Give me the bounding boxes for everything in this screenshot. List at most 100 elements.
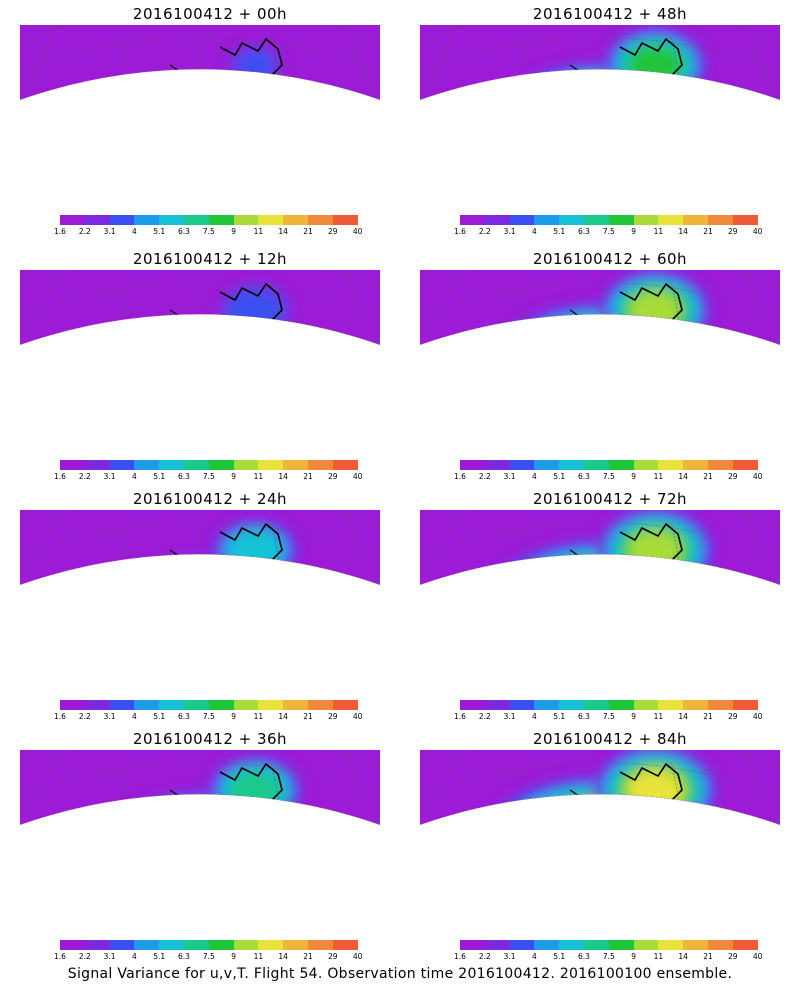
colorbar-swatch bbox=[460, 215, 485, 225]
colorbar-tick-label: 3.1 bbox=[103, 227, 116, 236]
colorbar-tick-label: 4 bbox=[532, 712, 537, 721]
colorbar-labels: 1.6 2.2 3.1 4 5.1 6.3 7.5 9 11 14 21 29 40 bbox=[54, 952, 362, 962]
colorbar-swatch bbox=[208, 940, 234, 950]
colorbar-tick-label: 6.3 bbox=[178, 472, 190, 481]
colorbar-tick-label: 11 bbox=[653, 712, 664, 721]
colorbar-tick-label: 11 bbox=[253, 227, 264, 236]
colorbar-swatch bbox=[707, 215, 733, 225]
colorbar-tick-label: 5.1 bbox=[153, 472, 166, 481]
coastline bbox=[169, 309, 247, 353]
colorbar-swatch bbox=[159, 215, 184, 225]
colorbar-swatch bbox=[559, 215, 584, 225]
coastline bbox=[169, 64, 247, 108]
colorbar-tick-label: 21 bbox=[703, 712, 713, 721]
colorbar-labels: 1.6 2.2 3.1 4 5.1 6.3 7.5 9 11 14 21 29 40 bbox=[454, 952, 762, 962]
colorbar-tick-label: 21 bbox=[303, 712, 313, 721]
colorbar-swatch bbox=[683, 940, 708, 950]
colorbar-tick-label: 4 bbox=[132, 227, 137, 236]
colorbar-tick-label: 9 bbox=[631, 712, 636, 721]
colorbar-labels: 1.6 2.2 3.1 4 5.1 6.3 7.5 9 11 14 21 29 40 bbox=[54, 712, 362, 722]
colorbar-tick-label: 3.1 bbox=[103, 952, 116, 961]
colorbar-swatch bbox=[183, 940, 209, 950]
colorbar-tick-label: 1.6 bbox=[454, 952, 466, 961]
colorbar-tick-label: 6.3 bbox=[178, 712, 190, 721]
colorbar-tick-label: 4 bbox=[532, 472, 537, 481]
colorbar-swatch bbox=[84, 460, 110, 470]
colorbar-swatch bbox=[233, 460, 259, 470]
colorbar-swatch bbox=[283, 940, 308, 950]
colorbar-tick-label: 1.6 bbox=[54, 227, 66, 236]
colorbar-tick-label: 40 bbox=[752, 227, 763, 236]
variance-map bbox=[420, 270, 780, 395]
colorbar-tick-label: 9 bbox=[231, 227, 236, 236]
variance-map bbox=[20, 750, 380, 875]
panel-title: 2016100412 + 72h bbox=[532, 490, 688, 508]
colorbar-tick-label: 5.1 bbox=[553, 472, 566, 481]
colorbar-swatch bbox=[559, 940, 584, 950]
colorbar-swatch bbox=[159, 460, 184, 470]
colorbar-tick-label: 29 bbox=[728, 952, 738, 961]
colorbar-swatch bbox=[159, 700, 184, 710]
colorbar-swatch bbox=[332, 460, 358, 470]
colorbar-swatch bbox=[60, 940, 85, 950]
colorbar-swatch bbox=[332, 940, 358, 950]
colorbar-tick-label: 14 bbox=[278, 712, 288, 721]
forecast-panel-p48: 2016100412 + 48h 1.6 2.2 3.1 4 5.1 6.3 7.5 9 11 14… bbox=[420, 5, 800, 236]
colorbar-swatch bbox=[583, 700, 609, 710]
colorbar-tick-label: 29 bbox=[728, 227, 738, 236]
colorbar-swatch bbox=[258, 460, 284, 470]
forecast-panel-p24: 2016100412 + 24h 1.6 2.2 3.1 4 5.1 6.3 7.5 9 11 14… bbox=[20, 490, 400, 722]
colorbar-swatch bbox=[84, 700, 110, 710]
colorbar-tick-label: 40 bbox=[352, 952, 363, 961]
colorbar-swatch bbox=[283, 460, 308, 470]
colorbar-swatch bbox=[583, 460, 609, 470]
colorbar-swatch bbox=[633, 460, 659, 470]
colorbar-tick-label: 4 bbox=[132, 952, 137, 961]
colorbar-labels: 1.6 2.2 3.1 4 5.1 6.3 7.5 9 11 14 21 29 40 bbox=[54, 227, 362, 237]
colorbar-tick-label: 6.3 bbox=[178, 952, 190, 961]
colorbar-swatch bbox=[460, 460, 485, 470]
colorbar-swatch bbox=[183, 460, 209, 470]
colorbar-swatch bbox=[683, 700, 708, 710]
colorbar-tick-label: 2.2 bbox=[478, 712, 491, 721]
colorbar-tick-label: 29 bbox=[328, 227, 338, 236]
colorbar-swatch bbox=[84, 215, 110, 225]
colorbar-tick-label: 14 bbox=[278, 227, 288, 236]
colorbar-tick-label: 5.1 bbox=[553, 952, 566, 961]
forecast-panel-p36: 2016100412 + 36h 1.6 2.2 3.1 4 5.1 6.3 7.5 9 11 14… bbox=[20, 730, 400, 962]
colorbar-labels: 1.6 2.2 3.1 4 5.1 6.3 7.5 9 11 14 21 29 40 bbox=[454, 712, 762, 722]
colorbar-tick-label: 40 bbox=[352, 712, 363, 721]
colorbar-tick-label: 3.1 bbox=[503, 472, 516, 481]
coastline bbox=[169, 549, 247, 593]
colorbar-labels: 1.6 2.2 3.1 4 5.1 6.3 7.5 9 11 14 21 29 40 bbox=[454, 472, 762, 482]
colorbar-tick-label: 14 bbox=[278, 952, 288, 961]
colorbar-tick-label: 14 bbox=[678, 712, 688, 721]
colorbar-swatch bbox=[183, 215, 209, 225]
colorbar-tick-label: 2.2 bbox=[78, 227, 91, 236]
colorbar-tick-label: 14 bbox=[678, 227, 688, 236]
colorbar-swatch bbox=[84, 940, 110, 950]
colorbar-swatch bbox=[608, 215, 634, 225]
colorbar-swatch bbox=[583, 940, 609, 950]
colorbar-swatch bbox=[60, 460, 85, 470]
colorbar-swatch bbox=[109, 940, 135, 950]
colorbar-tick-label: 7.5 bbox=[602, 952, 615, 961]
colorbar-swatch bbox=[732, 215, 758, 225]
colorbar-swatch bbox=[258, 940, 284, 950]
colorbar-tick-label: 11 bbox=[253, 712, 264, 721]
colorbar-swatch bbox=[658, 940, 684, 950]
colorbar-swatch bbox=[134, 940, 160, 950]
colorbar-tick-label: 2.2 bbox=[78, 712, 91, 721]
colorbar-tick-label: 9 bbox=[231, 712, 236, 721]
colorbar-swatch bbox=[109, 700, 135, 710]
colorbar-swatch bbox=[332, 700, 358, 710]
colorbar-swatch bbox=[658, 215, 684, 225]
coastline bbox=[569, 789, 647, 833]
colorbar-tick-label: 4 bbox=[132, 712, 137, 721]
forecast-panel-p84: 2016100412 + 84h 1.6 2.2 3.1 4 5.1 6.3 7.5 9 11 14… bbox=[420, 730, 800, 962]
colorbar bbox=[60, 215, 358, 225]
colorbar-tick-label: 2.2 bbox=[478, 227, 491, 236]
colorbar-swatch bbox=[707, 940, 733, 950]
colorbar-swatch bbox=[608, 460, 634, 470]
forecast-panel-p60: 2016100412 + 60h 1.6 2.2 3.1 4 5.1 6.3 7.5 9 11 14… bbox=[420, 250, 800, 482]
